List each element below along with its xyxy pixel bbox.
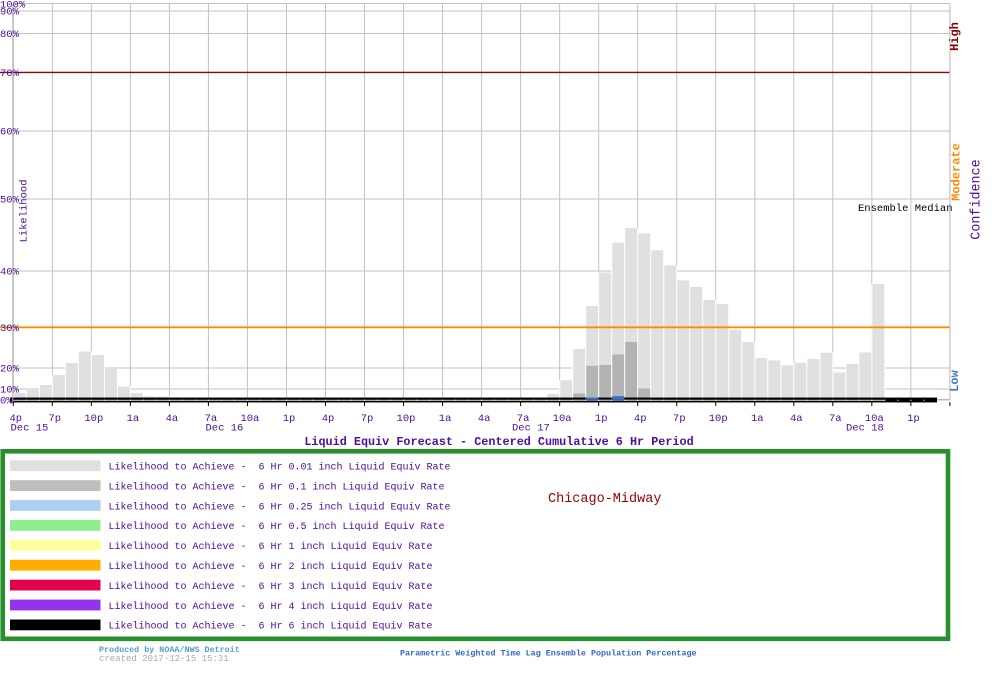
- svg-text:High: High: [948, 22, 962, 51]
- svg-text:1p: 1p: [283, 413, 296, 425]
- svg-text:Likelihood to Achieve - 6 Hr: Likelihood to Achieve - 6 Hr 3 inch Liqu…: [109, 581, 433, 593]
- svg-text:Liquid Equiv Forecast - Center: Liquid Equiv Forecast - Centered Cumulat…: [304, 435, 693, 449]
- svg-text:0%: 0%: [0, 396, 13, 408]
- svg-text:4p: 4p: [634, 413, 647, 425]
- svg-text:4a: 4a: [478, 413, 491, 425]
- svg-text:Likelihood to Achieve - 6 Hr: Likelihood to Achieve - 6 Hr 6 inch Liqu…: [109, 621, 433, 633]
- svg-text:30%: 30%: [0, 323, 20, 335]
- svg-text:1a: 1a: [127, 413, 140, 425]
- svg-text:1a: 1a: [439, 413, 452, 425]
- svg-text:Parametric Weighted Time Lag E: Parametric Weighted Time Lag Ensemble Po…: [400, 649, 697, 659]
- svg-text:Likelihood to Achieve - 6 Hr: Likelihood to Achieve - 6 Hr 4 inch Liqu…: [109, 601, 433, 613]
- svg-text:Low: Low: [948, 369, 962, 391]
- svg-text:10p: 10p: [84, 413, 103, 425]
- svg-text:Likelihood to Achieve - 6 Hr: Likelihood to Achieve - 6 Hr 1 inch Liqu…: [109, 541, 433, 553]
- svg-text:40%: 40%: [0, 267, 20, 279]
- svg-text:Dec 16: Dec 16: [206, 423, 244, 435]
- svg-text:10a: 10a: [553, 413, 572, 425]
- svg-text:Dec 18: Dec 18: [846, 423, 884, 435]
- svg-text:20%: 20%: [0, 364, 20, 376]
- svg-text:4a: 4a: [790, 413, 803, 425]
- svg-text:7p: 7p: [673, 413, 686, 425]
- svg-text:Chicago-Midway: Chicago-Midway: [548, 492, 661, 507]
- svg-text:1p: 1p: [595, 413, 608, 425]
- svg-text:4a: 4a: [166, 413, 179, 425]
- svg-text:created 2017-12-15 15:31: created 2017-12-15 15:31: [99, 654, 229, 664]
- svg-text:50%: 50%: [0, 195, 20, 207]
- svg-text:7p: 7p: [361, 413, 374, 425]
- svg-text:Dec 17: Dec 17: [512, 423, 550, 435]
- svg-text:10p: 10p: [397, 413, 416, 425]
- svg-text:Likelihood to Achieve - 6 Hr: Likelihood to Achieve - 6 Hr 0.01 inch L…: [109, 462, 451, 474]
- svg-text:70%: 70%: [0, 68, 20, 80]
- svg-text:Ensemble Median: Ensemble Median: [858, 203, 953, 215]
- svg-text:10p: 10p: [709, 413, 728, 425]
- svg-text:Dec 15: Dec 15: [11, 423, 49, 435]
- svg-text:1p: 1p: [907, 413, 920, 425]
- svg-text:Likelihood to Achieve - 6 Hr: Likelihood to Achieve - 6 Hr 0.5 inch Li…: [109, 521, 445, 533]
- svg-text:Likelihood to Achieve - 6 Hr: Likelihood to Achieve - 6 Hr 0.1 inch Li…: [109, 481, 445, 493]
- svg-text:1a: 1a: [751, 413, 764, 425]
- svg-text:Likelihood: Likelihood: [19, 179, 31, 242]
- svg-text:7a: 7a: [829, 413, 842, 425]
- svg-text:80%: 80%: [0, 29, 20, 41]
- svg-text:7p: 7p: [48, 413, 61, 425]
- svg-text:Likelihood to Achieve - 6 Hr: Likelihood to Achieve - 6 Hr 0.25 inch L…: [109, 501, 451, 513]
- svg-text:90%: 90%: [0, 7, 20, 19]
- svg-text:60%: 60%: [0, 127, 20, 139]
- svg-text:Moderate: Moderate: [949, 143, 963, 201]
- svg-text:Confidence: Confidence: [970, 159, 985, 239]
- svg-text:4p: 4p: [322, 413, 335, 425]
- svg-text:Likelihood to Achieve - 6 Hr: Likelihood to Achieve - 6 Hr 2 inch Liqu…: [109, 561, 433, 573]
